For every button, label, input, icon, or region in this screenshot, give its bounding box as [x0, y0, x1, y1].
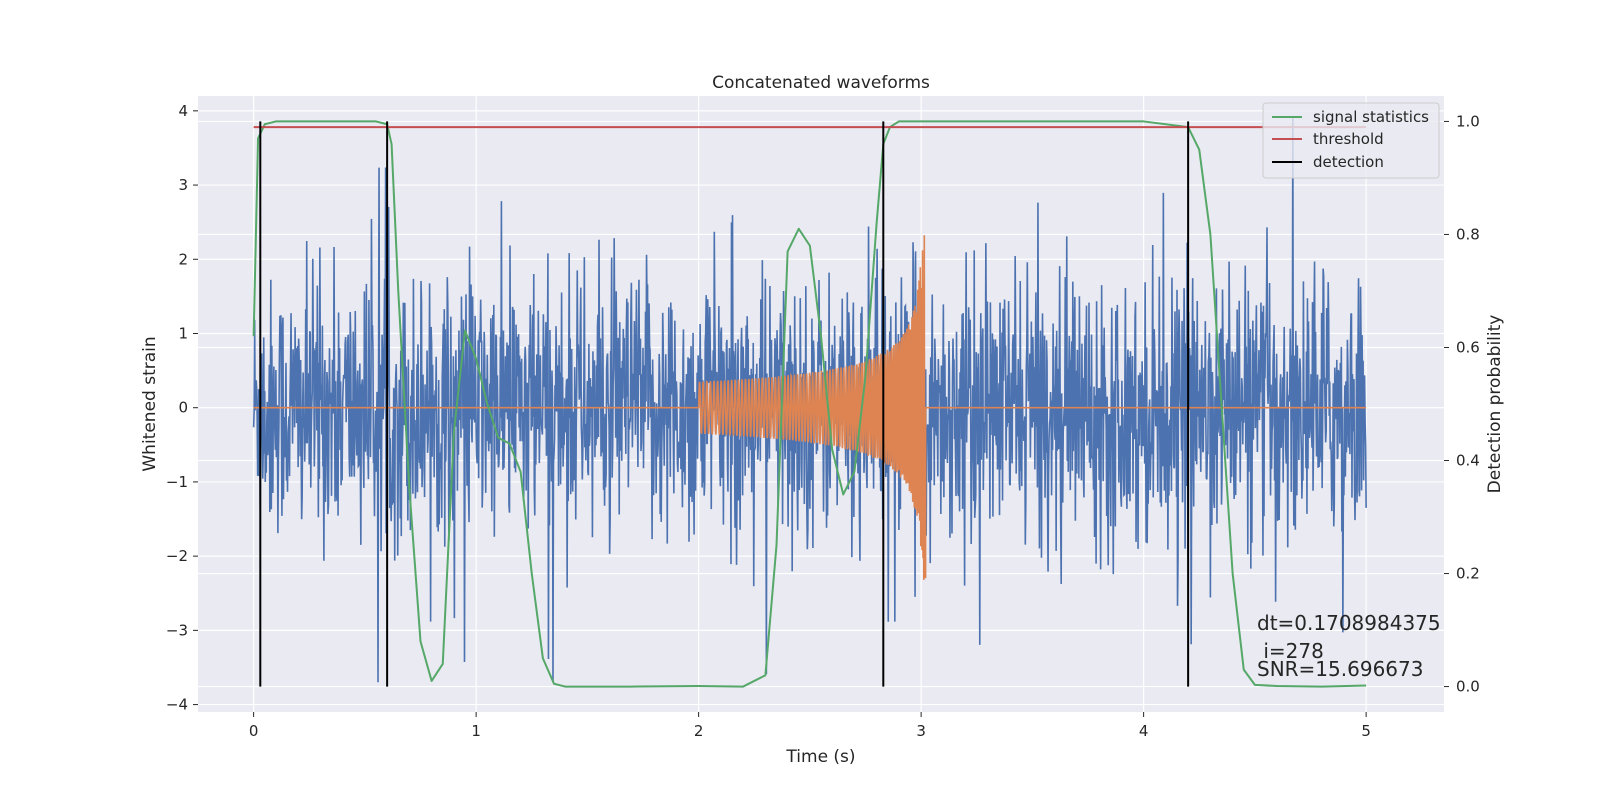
y-tick-label: −3	[166, 621, 188, 639]
y-axis-label: Whitened strain	[140, 336, 160, 471]
x-axis-label: Time (s)	[785, 747, 855, 767]
y2-tick-label: 1.0	[1456, 112, 1480, 130]
axes: 0 1 2 3 4 5 4 3 2 1 0 −1 −2 −3 −4 1.0 0.8 0.6 0.4 0.2 0.0	[166, 102, 1480, 740]
series-template-line	[253, 235, 1367, 580]
y-tick-label: 0	[178, 399, 188, 417]
y-tick-label: −4	[166, 696, 188, 714]
annotation-dt: dt=0.1708984375	[1257, 611, 1441, 635]
legend-label-signal-statistics: signal statistics	[1313, 108, 1429, 126]
y-tick-label: 2	[178, 250, 188, 268]
y-tick-label: −1	[166, 473, 188, 491]
x-tick-label: 1	[471, 722, 481, 740]
y2-tick-label: 0.2	[1456, 565, 1480, 583]
legend-box	[1262, 102, 1440, 179]
x-tick-label: 0	[249, 722, 259, 740]
x-tick-label: 3	[916, 722, 926, 740]
y2-tick-label: 0.4	[1456, 452, 1480, 470]
x-tick-label: 5	[1361, 722, 1371, 740]
x-tick-label: 2	[694, 722, 704, 740]
y-tick-label: 4	[178, 102, 188, 120]
data-layer	[252, 118, 1367, 688]
legend-label-detection: detection	[1313, 153, 1384, 171]
y2-tick-label: 0.6	[1456, 338, 1480, 356]
y2-axis-label: Detection probability	[1485, 315, 1505, 494]
annotation-i: i=278	[1257, 639, 1324, 663]
x-tick-label: 4	[1139, 722, 1149, 740]
legend-label-threshold: threshold	[1313, 130, 1384, 148]
y-tick-label: 1	[178, 324, 188, 342]
y2-tick-label: 0.0	[1456, 678, 1480, 696]
y-tick-label: −2	[166, 547, 188, 565]
chart-title: Concatenated waveforms	[712, 73, 930, 93]
annotation-snr: SNR=15.696673	[1257, 657, 1423, 681]
y2-tick-label: 0.8	[1456, 225, 1480, 243]
y-tick-label: 3	[178, 176, 188, 194]
legend: signal statistics threshold detection	[1262, 102, 1440, 179]
series-signal-statistics-line	[252, 120, 1367, 688]
